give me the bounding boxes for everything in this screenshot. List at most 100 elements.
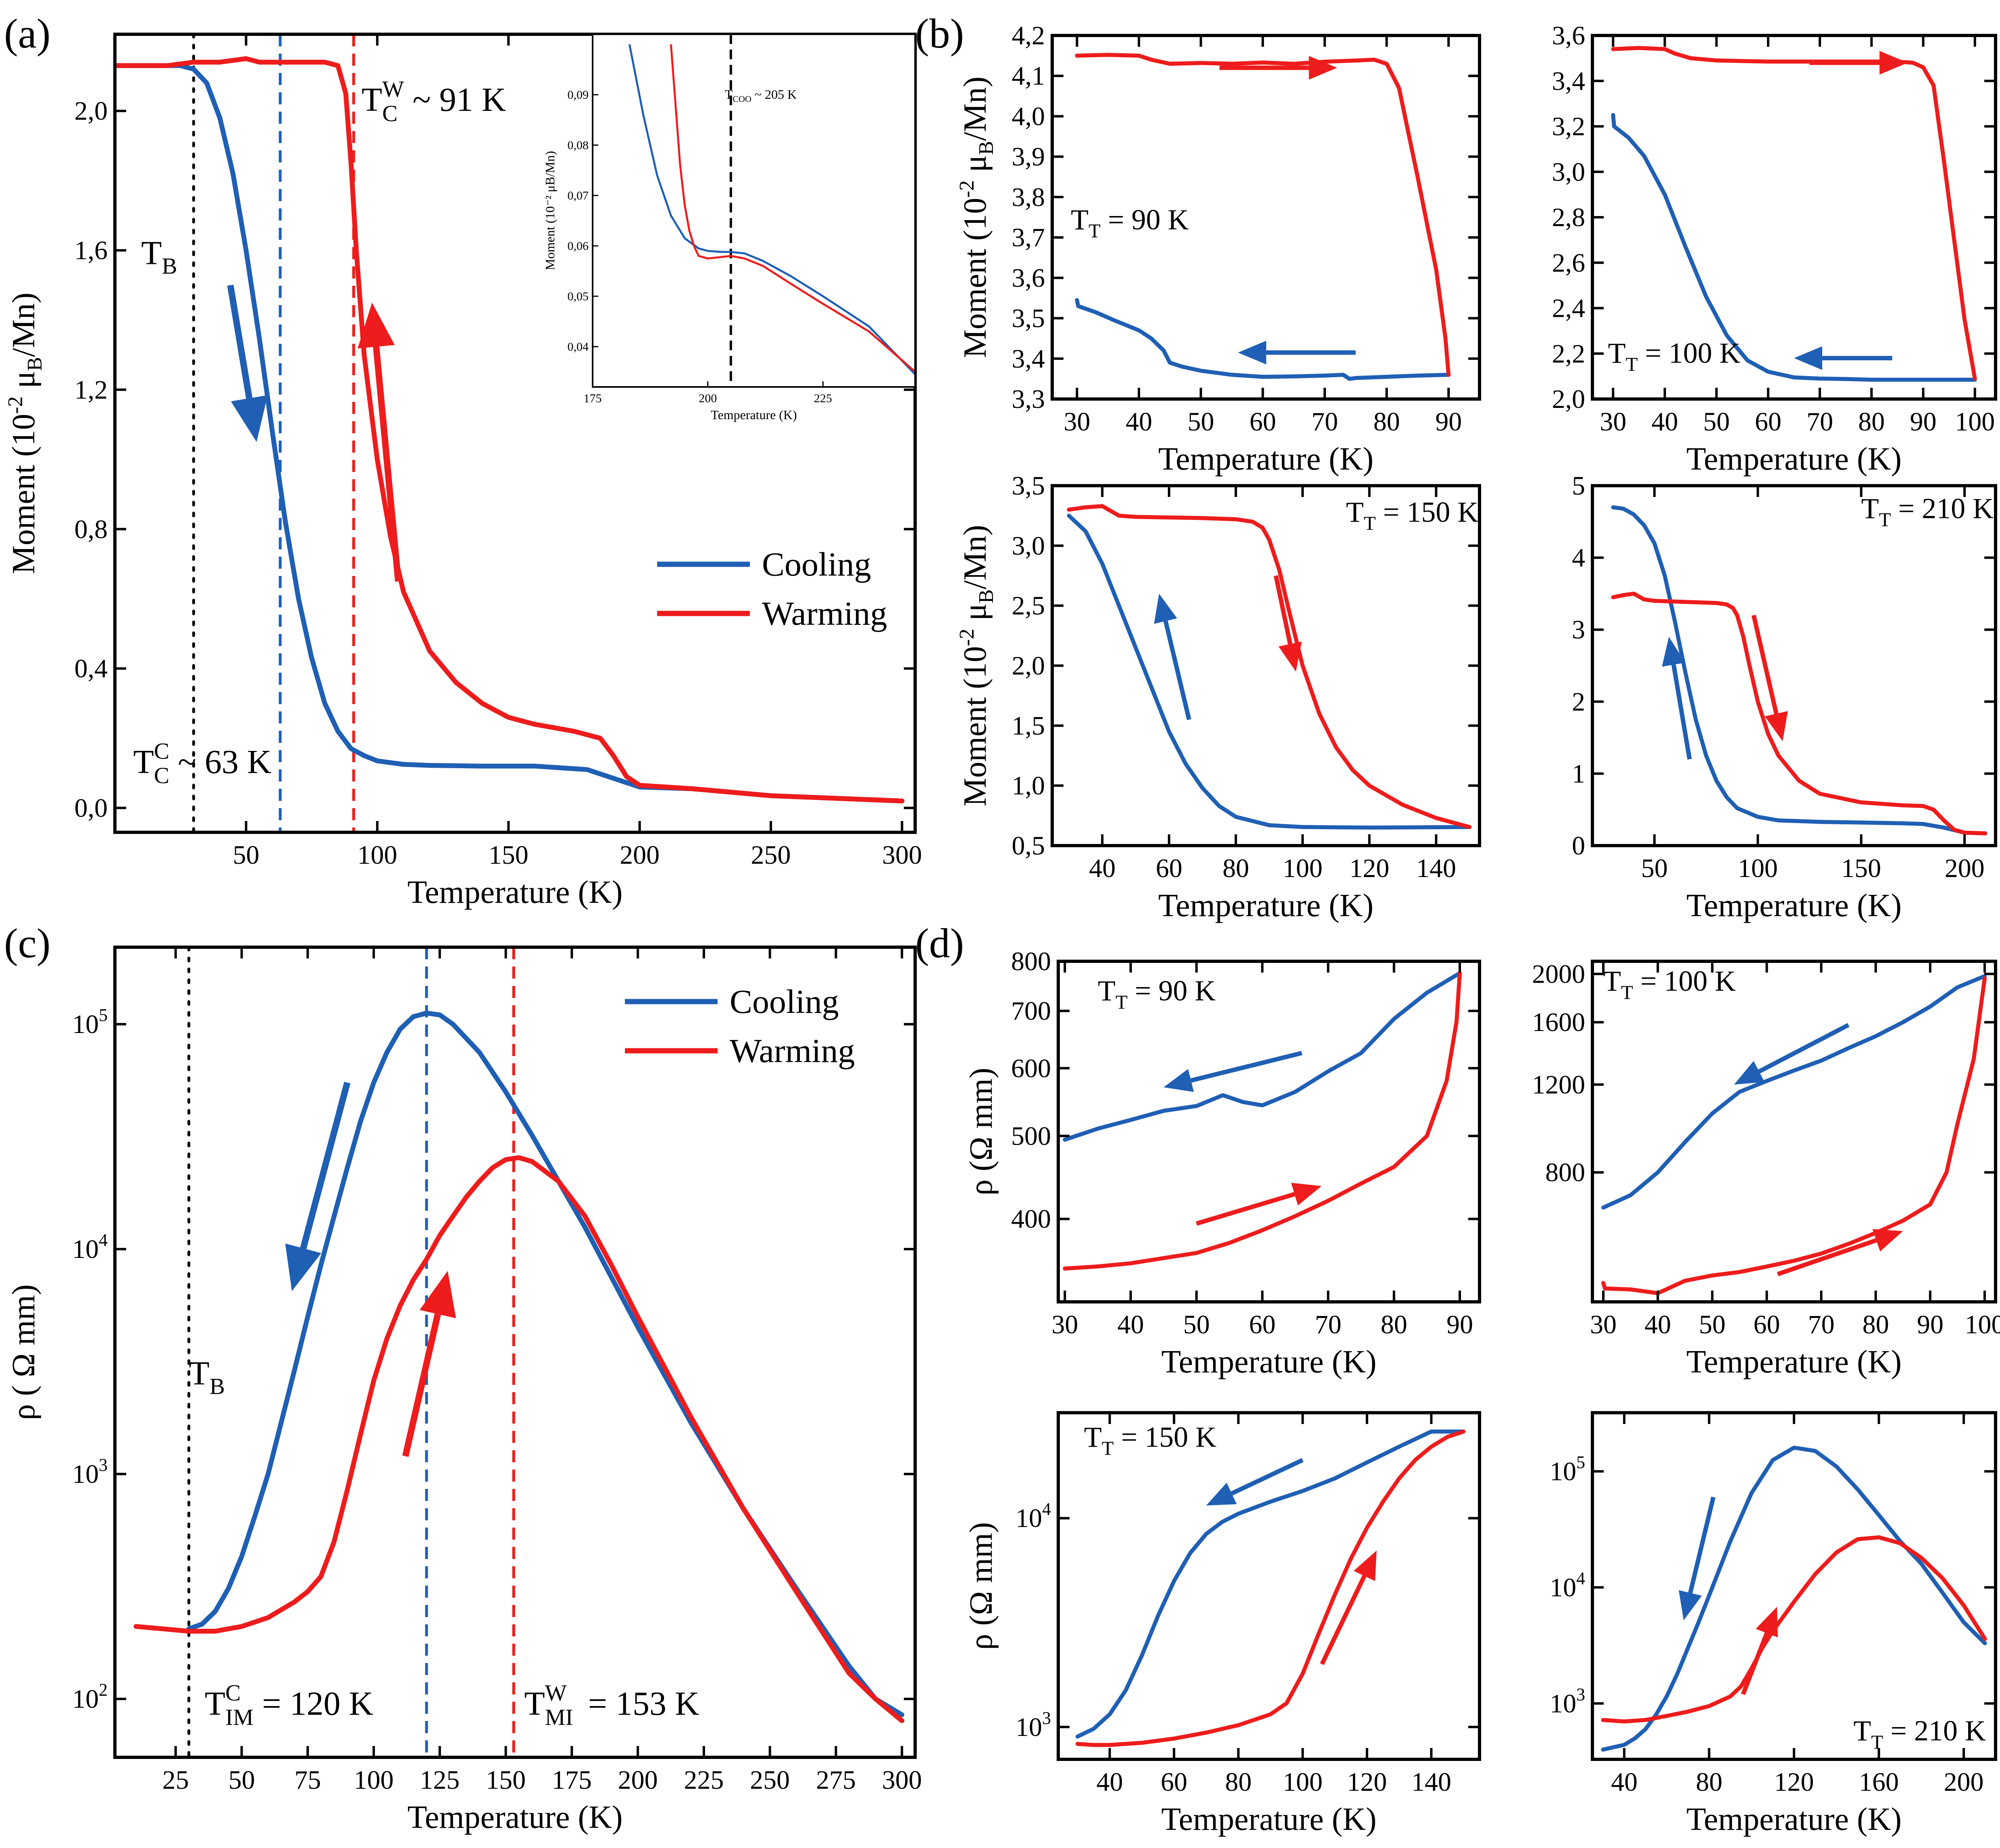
panel-a-inset-annotation: TCOO ~ 205 K <box>725 87 797 104</box>
panel-d3-xtick-label-4: 120 <box>1347 1767 1387 1797</box>
panel-d3-annotation-0: TT = 150 K <box>1084 1421 1217 1459</box>
panel-d1-ytick-label-1: 500 <box>1011 1121 1051 1151</box>
panel-b2-xtick-label-2: 50 <box>1703 407 1730 437</box>
panel-d3-xtick-label-0: 40 <box>1097 1767 1123 1797</box>
panel-b2-ytick-label-5: 3,0 <box>1552 157 1586 187</box>
panel-a-arrow-1-head <box>358 302 395 349</box>
panel-c-ytick-label-1: 103 <box>72 1455 108 1489</box>
panel-b1-ytick-label-8: 4,1 <box>1012 61 1045 91</box>
panel-c-legend-label-0: Cooling <box>730 983 839 1021</box>
panel-b2-series-warming <box>1611 46 1977 381</box>
panel-a-annotation-1: TCW ~ 91 K <box>362 77 506 126</box>
panel-d3-xtick-label-1: 60 <box>1161 1767 1187 1797</box>
panel-c-ylabel: ρ ( Ω mm) <box>6 1284 42 1420</box>
panel-a-xlabel: Temperature (K) <box>407 875 622 910</box>
panel-b4-arrow-1-shaft <box>1751 615 1779 715</box>
panel-b2-xtick-label-4: 70 <box>1806 407 1833 437</box>
panel-d2-arrow-0-head <box>1734 1061 1765 1085</box>
panel-d2-xtick-label-0: 30 <box>1590 1310 1617 1339</box>
panel-a-inset-series-warming <box>670 44 915 373</box>
panel-a-legend: Cooling Warming <box>657 546 887 632</box>
panel-c-arrow-1-shaft <box>402 1313 441 1457</box>
panel-d3-frame <box>1057 1411 1481 1761</box>
panel-a-frame <box>113 33 917 834</box>
panel-d3-xlabel: Temperature (K) <box>1161 1802 1376 1837</box>
panel-b3-xtick-label-1: 60 <box>1156 854 1182 883</box>
panel-d4-arrow-0-head <box>1679 1590 1702 1621</box>
panel-a-ytick-label-4: 1,6 <box>75 236 108 265</box>
panel-b3-xtick-label-2: 80 <box>1222 854 1249 883</box>
panel-a-arrow-1-shaft <box>373 346 402 582</box>
panel-c-xlabel: Temperature (K) <box>407 1800 622 1835</box>
panel-a-series-warming <box>115 56 905 804</box>
panel-c-xtick-label-2: 75 <box>294 1765 321 1795</box>
panel-b2-xtick-label-3: 60 <box>1755 407 1781 437</box>
panel-b2-ytick-label-3: 2,6 <box>1552 248 1586 278</box>
panel-d2-arrow-1-shaft <box>1777 1238 1877 1276</box>
panel-d4-xtick-label-4: 200 <box>1944 1767 1984 1797</box>
panel-d1-ytick-label-3: 700 <box>1011 996 1051 1026</box>
panel-c-arrow-0-head <box>285 1243 321 1291</box>
panel-b3-ytick-label-3: 2,0 <box>1012 651 1045 681</box>
panel-d3-ylabel: ρ (Ω mm) <box>964 1522 999 1650</box>
panel-d1-arrow-0-head <box>1163 1069 1194 1092</box>
panel-d4-ytick-label-1: 104 <box>1550 1568 1585 1602</box>
panel-a-legend-label-1: Warming <box>762 595 887 632</box>
panel-d4-annotation-0: TT = 210 K <box>1853 1715 1986 1753</box>
panel-b1-ytick-label-6: 3,9 <box>1012 142 1045 172</box>
panel-b4-xtick-label-1: 100 <box>1738 854 1778 883</box>
panel-d2-xtick-label-6: 90 <box>1917 1310 1944 1339</box>
panel-a-inset: 175 200 225 0,04 0,05 0,06 0,07 0,08 0,09 Tempera… <box>543 33 916 422</box>
panel-b3: 40 60 80 100 120 140 0,5 1,0 1,5 2,0 2,5 3,0 3,5 Temp… <box>955 471 1481 923</box>
panel-b3-arrow-1-shaft <box>1274 575 1292 644</box>
panel-b3-arrow-0-head <box>1154 593 1177 624</box>
panel-d2-arrow-0-shaft <box>1758 1023 1850 1074</box>
panel-c-annotation-1: TIMC = 120 K <box>205 1680 373 1730</box>
panel-b2-arrow-0-head <box>1879 51 1908 75</box>
panel-a-xtick-label-0: 50 <box>233 840 259 870</box>
panel-b4-ytick-label-5: 5 <box>1572 471 1585 501</box>
panel-d2-xtick-label-4: 70 <box>1808 1310 1835 1339</box>
panel-b4: 50 100 150 200 0 1 2 3 4 5 Temperature (K) TT = 210… <box>1572 471 1997 923</box>
panel-c-xtick-label-9: 250 <box>750 1765 790 1795</box>
panel-b4-ytick-label-4: 4 <box>1572 543 1585 573</box>
panel-b1-series-cooling <box>1075 298 1451 381</box>
panel-b2-ytick-label-1: 2,2 <box>1552 339 1586 368</box>
panel-b2-ytick-label-4: 2,8 <box>1552 203 1586 232</box>
panel-d1-series-warming <box>1063 971 1462 1271</box>
panel-b1-ytick-label-7: 4,0 <box>1012 102 1045 131</box>
panel-a-inset-ytick-label-5: 0,09 <box>568 88 589 102</box>
panel-b3-ytick-label-4: 2,5 <box>1012 591 1045 621</box>
panel-b2-xtick-label-5: 80 <box>1858 407 1885 437</box>
panel-b1-letter: (b) <box>915 10 964 57</box>
panel-c-frame <box>113 946 917 1759</box>
panel-c-xtick-label-0: 25 <box>162 1765 189 1795</box>
panel-d2-ytick-label-2: 1600 <box>1532 1008 1585 1037</box>
panel-b3-xtick-label-0: 40 <box>1089 854 1116 883</box>
panel-b2-xlabel: Temperature (K) <box>1686 441 1902 477</box>
panel-c-annotation-2: TMIW = 153 K <box>524 1680 699 1730</box>
panel-a-inset-ytick-label-2: 0,06 <box>568 239 589 253</box>
panel-d3-series-warming <box>1075 1429 1466 1747</box>
panel-a: 50 100 150 200 250 300 0,0 0,4 0,8 1,2 1,6 2,0 Tempe… <box>4 10 922 910</box>
panel-b3-xlabel: Temperature (K) <box>1158 888 1374 923</box>
panel-c-xtick-label-8: 225 <box>684 1765 724 1795</box>
panel-d4-frame <box>1591 1411 1997 1761</box>
panel-b2-xtick-label-0: 30 <box>1600 407 1626 437</box>
panel-c-xtick-label-10: 275 <box>816 1765 856 1795</box>
panel-d2-xtick-label-2: 50 <box>1699 1310 1725 1339</box>
panel-a-legend-label-0: Cooling <box>762 546 871 583</box>
panel-b2-ytick-label-7: 3,4 <box>1552 67 1586 96</box>
panel-d2-ytick-label-1: 1200 <box>1532 1070 1585 1100</box>
panel-c-series-warming <box>133 1155 905 1723</box>
panel-d4-series-warming <box>1601 1535 1987 1723</box>
panel-b4-ytick-label-2: 2 <box>1572 687 1585 717</box>
panel-a-letter: (a) <box>4 10 50 57</box>
panel-d2-series-cooling <box>1601 974 1987 1210</box>
panel-b1-xlabel: Temperature (K) <box>1158 441 1374 477</box>
panel-d1-annotation-0: TT = 90 K <box>1098 975 1216 1013</box>
panel-a-xtick-label-5: 300 <box>882 840 922 870</box>
panel-b4-series-cooling <box>1611 505 1988 836</box>
panel-b2-annotation-0: TT = 100 K <box>1608 337 1740 375</box>
